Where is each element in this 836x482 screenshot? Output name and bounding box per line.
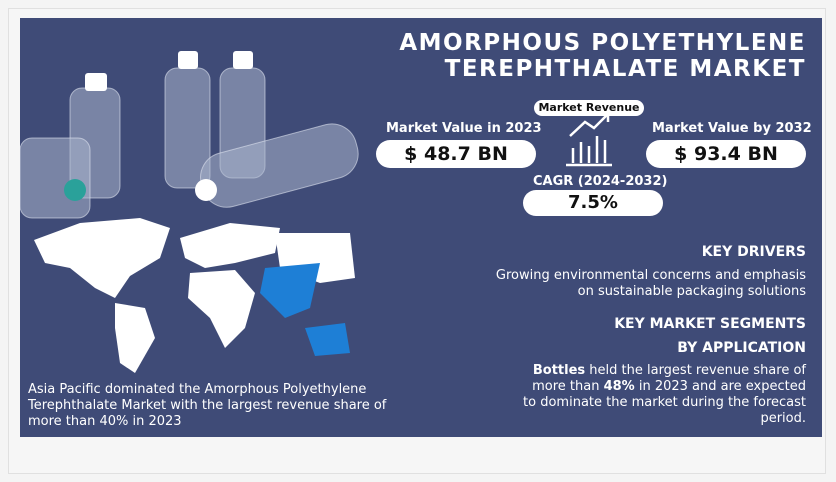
cap — [64, 179, 86, 201]
revenue-label: Market Revenue — [534, 100, 644, 116]
region-note: Asia Pacific dominated the Amorphous Pol… — [28, 382, 418, 430]
value-2032-label: Market Value by 2032 — [652, 121, 812, 136]
value-2023-label: Market Value in 2023 — [386, 121, 542, 136]
drivers-heading: KEY DRIVERS — [702, 244, 806, 260]
infographic-panel: AMORPHOUS POLYETHYLENE TEREPHTHALATE MAR… — [20, 18, 822, 437]
page: {"title": {"lines": ["AMORPHOUS POLYETHY… — [0, 0, 836, 482]
cagr: 7.5% — [523, 190, 663, 216]
text-bold: Bottles — [533, 363, 585, 378]
revenue-icon — [566, 114, 612, 165]
segments-text: Bottles held the largest revenue share o… — [516, 363, 806, 427]
text-bold: 48% — [604, 379, 635, 394]
cagr-label: CAGR (2024-2032) — [533, 174, 667, 189]
title-line: AMORPHOUS POLYETHYLENE — [399, 30, 806, 56]
segments-heading: KEY MARKET SEGMENTS — [614, 316, 806, 332]
drivers-text: Growing environmental concerns and empha… — [476, 268, 806, 300]
value-2032: $ 93.4 BN — [646, 140, 806, 168]
title-line: TEREPHTHALATE MARKET — [445, 56, 806, 82]
value-2023: $ 48.7 BN — [376, 140, 536, 168]
segments-subheading: BY APPLICATION — [677, 340, 806, 356]
